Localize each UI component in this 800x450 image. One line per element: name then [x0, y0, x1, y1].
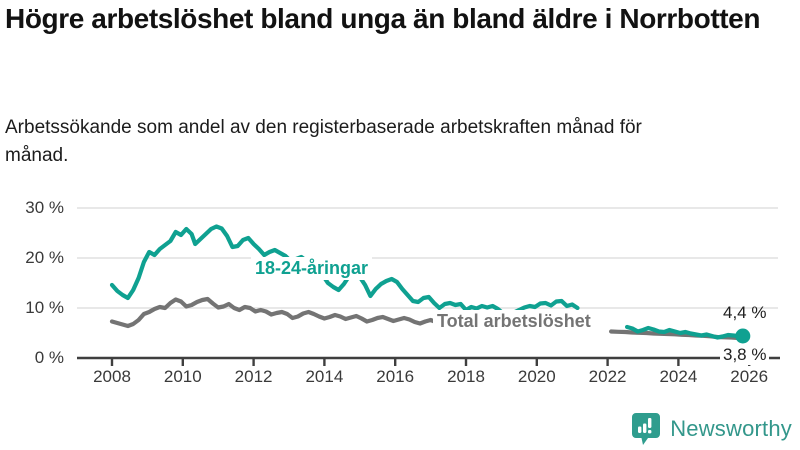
chart-header: Högre arbetslöshet bland unga än bland ä… [5, 2, 767, 36]
x-tick-label: 2010 [163, 367, 202, 386]
x-tick-label: 2016 [376, 367, 415, 386]
series-label-total: Total arbetslöshet [433, 310, 595, 333]
y-tick-label: 10 % [25, 298, 64, 317]
newsworthy-bar-chart-bubble-icon [632, 413, 661, 445]
x-tick-label: 2020 [517, 367, 556, 386]
newsworthy-logo: Newsworthy [631, 412, 792, 446]
chart-subtitle: Arbetssökande som andel av den registerb… [5, 117, 642, 166]
end-value-total: 3,8 % [720, 345, 770, 365]
end-value-youth: 4,4 % [723, 303, 767, 322]
x-tick-label: 2026 [730, 367, 769, 386]
series-label-youth: 18-24-åringar [251, 257, 373, 280]
x-tick-label: 2014 [305, 367, 344, 386]
line-youth [624, 324, 745, 340]
x-tick-label: 2022 [588, 367, 627, 386]
chart-title: Högre arbetslöshet bland unga än bland ä… [5, 3, 761, 34]
x-tick-label: 2008 [93, 367, 131, 386]
y-tick-label: 0 % [34, 348, 64, 367]
y-tick-label: 20 % [25, 248, 64, 267]
x-tick-label: 2018 [447, 367, 485, 386]
x-tick-label: 2024 [659, 367, 698, 386]
brand-name: Newsworthy [670, 416, 792, 441]
x-tick-label: 2012 [234, 367, 273, 386]
end-dot-youth [735, 328, 751, 344]
y-tick-label: 30 % [25, 198, 64, 217]
